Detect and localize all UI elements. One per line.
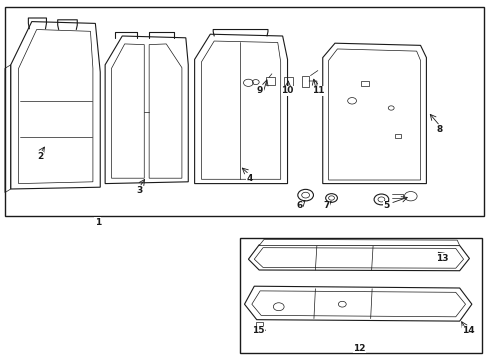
Text: 1: 1 xyxy=(95,217,101,227)
Polygon shape xyxy=(11,22,100,189)
Text: 7: 7 xyxy=(323,202,329,210)
Polygon shape xyxy=(105,36,188,184)
Text: 2: 2 xyxy=(38,152,43,161)
Bar xyxy=(5,7,483,216)
Text: 10: 10 xyxy=(281,86,293,95)
Polygon shape xyxy=(244,286,471,321)
Text: 5: 5 xyxy=(383,202,388,210)
Text: 9: 9 xyxy=(256,86,263,95)
Polygon shape xyxy=(194,34,287,184)
Text: 6: 6 xyxy=(296,202,302,210)
Text: 12: 12 xyxy=(352,343,365,353)
Text: 3: 3 xyxy=(136,186,142,195)
Polygon shape xyxy=(256,322,263,327)
Text: 15: 15 xyxy=(251,326,264,335)
Text: 11: 11 xyxy=(311,86,324,95)
Bar xyxy=(239,238,481,353)
Polygon shape xyxy=(322,43,426,184)
Text: 13: 13 xyxy=(435,253,448,263)
Text: 4: 4 xyxy=(245,174,252,183)
Polygon shape xyxy=(248,245,468,271)
Text: 14: 14 xyxy=(461,326,474,335)
Polygon shape xyxy=(259,239,459,246)
Text: 8: 8 xyxy=(436,125,442,134)
